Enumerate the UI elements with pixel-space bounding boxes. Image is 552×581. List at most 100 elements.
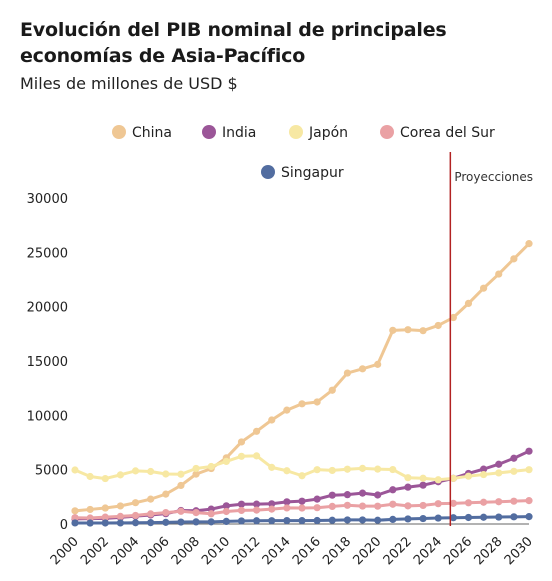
data-point-china [192, 470, 200, 478]
data-point-jap-n [101, 474, 109, 483]
data-point-jap-n [237, 452, 246, 460]
data-point-china [86, 505, 94, 514]
chart-subtitle: Miles de millones de USD $ [20, 74, 238, 93]
data-point-jap-n [495, 469, 503, 477]
data-point-jap-n [71, 466, 79, 474]
y-tick-label: 10000 [27, 409, 68, 424]
data-point-singapur [162, 518, 170, 526]
series-singapur [71, 513, 533, 527]
data-point-singapur [131, 519, 140, 527]
legend-label-india: India [222, 125, 256, 141]
data-point-corea-del-sur [374, 502, 382, 510]
data-point-corea-del-sur [313, 504, 321, 512]
data-point-india [404, 483, 412, 491]
data-point-jap-n [283, 467, 291, 475]
legend-label-corea-del-sur: Corea del Sur [400, 125, 495, 141]
data-point-china [298, 400, 306, 408]
data-point-singapur [177, 518, 185, 526]
x-tick-label: 2004 [108, 534, 142, 568]
data-point-india [510, 454, 518, 462]
data-point-singapur [147, 519, 155, 527]
data-point-corea-del-sur [419, 501, 427, 510]
data-point-singapur [71, 519, 79, 527]
data-point-singapur [480, 513, 488, 521]
data-point-corea-del-sur [328, 502, 336, 510]
data-point-corea-del-sur [162, 508, 170, 517]
data-point-singapur [525, 513, 533, 521]
data-point-india [328, 491, 336, 499]
data-point-corea-del-sur [525, 497, 533, 505]
x-tick-label: 2002 [78, 534, 112, 568]
data-point-china [313, 398, 321, 406]
legend-label-china: China [132, 125, 172, 141]
data-point-china [328, 386, 336, 394]
data-point-jap-n [207, 462, 215, 471]
legend-marker-corea-del-sur [380, 125, 394, 139]
data-point-singapur [464, 513, 473, 522]
data-point-jap-n [404, 474, 412, 482]
data-point-china [480, 284, 488, 292]
data-point-jap-n [116, 471, 124, 479]
data-point-jap-n [449, 474, 457, 482]
data-point-singapur [358, 516, 367, 524]
y-axis: 0 5000 10000 15000 20000 25000 30000 [27, 192, 68, 533]
data-point-india [343, 491, 351, 499]
x-tick-label: 2012 [229, 534, 263, 568]
x-tick-label: 2006 [139, 534, 173, 568]
data-point-china [162, 490, 170, 498]
projection-label: Proyecciones [454, 170, 533, 184]
data-point-singapur [207, 518, 215, 526]
legend-marker-jap-n [289, 125, 303, 139]
data-point-singapur [101, 519, 109, 527]
y-tick-label: 15000 [27, 355, 68, 370]
legend-marker-singapur [261, 165, 275, 179]
data-point-india [374, 491, 382, 499]
data-point-china [464, 299, 473, 308]
data-point-jap-n [525, 466, 533, 474]
series-corea-del-sur [71, 497, 533, 522]
data-point-corea-del-sur [495, 498, 503, 506]
data-point-china [101, 504, 109, 512]
data-point-india [389, 486, 397, 494]
data-point-china [71, 507, 79, 515]
data-point-india [525, 447, 533, 455]
data-point-china [449, 313, 457, 322]
data-point-singapur [313, 516, 321, 525]
data-point-corea-del-sur [510, 497, 518, 505]
x-tick-label: 2024 [411, 534, 445, 568]
legend-marker-china [112, 125, 126, 139]
data-point-jap-n [480, 470, 488, 479]
data-point-singapur [283, 516, 291, 525]
data-point-singapur [328, 516, 336, 524]
data-point-china [419, 327, 427, 335]
data-point-singapur [343, 516, 351, 524]
data-point-corea-del-sur [192, 508, 200, 517]
x-tick-label: 2018 [320, 534, 354, 568]
data-point-corea-del-sur [147, 510, 155, 518]
x-tick-label: 2000 [48, 534, 82, 568]
data-point-china [147, 495, 155, 503]
data-point-singapur [374, 516, 382, 524]
y-tick-label: 5000 [35, 464, 68, 479]
data-point-corea-del-sur [207, 510, 215, 518]
data-point-india [268, 500, 276, 508]
series-jap-n [71, 452, 533, 484]
data-point-jap-n [253, 452, 261, 460]
y-tick-label: 20000 [27, 301, 68, 316]
data-point-india [298, 497, 306, 505]
data-point-singapur [192, 518, 200, 526]
data-point-jap-n [177, 470, 185, 478]
data-point-corea-del-sur [101, 513, 109, 521]
series-layer [71, 240, 533, 527]
data-point-india [495, 460, 503, 468]
data-point-china [404, 326, 412, 334]
y-tick-label: 0 [60, 518, 68, 533]
data-point-singapur [404, 515, 412, 523]
legend: China India Japón Corea del Sur Singapur [112, 125, 495, 181]
data-point-singapur [419, 514, 427, 523]
chart-title: Evolución del PIB nominal de principales… [20, 19, 447, 67]
data-point-china [358, 365, 367, 373]
x-axis: 2000200220042006200820102012201420162018… [48, 523, 536, 568]
legend-label-singapur: Singapur [281, 165, 344, 181]
